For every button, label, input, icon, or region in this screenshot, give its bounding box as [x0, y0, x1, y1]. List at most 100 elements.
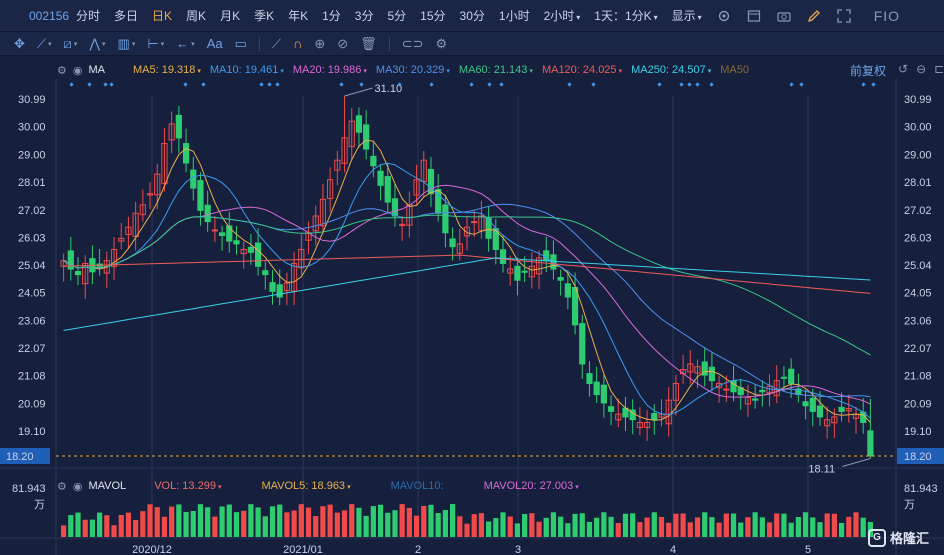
eye-icon[interactable]: ◉	[72, 480, 83, 493]
volume-bar	[68, 515, 74, 537]
mavol-label: MAVOL	[88, 480, 127, 492]
ma-legend-item: MA5: 19.318 ▾	[133, 64, 201, 76]
volume-bar	[810, 517, 816, 537]
volume-bar	[104, 515, 110, 537]
gear-icon[interactable]	[716, 8, 732, 24]
period-tab[interactable]: 季K	[254, 9, 275, 23]
volume-bar	[594, 517, 600, 537]
hide-icon[interactable]: ⊘	[337, 35, 349, 51]
price-tick-left: 30.99	[18, 94, 46, 106]
pencil-icon[interactable]	[806, 8, 822, 24]
arrow-tool-icon[interactable]: ← ▾	[176, 36, 195, 51]
price-tick-right: 28.01	[904, 177, 932, 189]
ruler-icon[interactable]: ⟋	[271, 35, 281, 51]
chevron-down-icon[interactable]: ▾	[280, 68, 284, 75]
channel-tool-icon[interactable]: ⧄ ▾	[63, 35, 78, 51]
fio-toggle[interactable]: FIO	[873, 7, 901, 24]
candle-body	[370, 155, 377, 167]
ma-legend-text: MA10: 19.461	[209, 64, 279, 76]
period-tab[interactable]: 2小时 ▾	[543, 9, 581, 23]
period-tab[interactable]: 月K	[220, 9, 241, 23]
candle-body	[528, 265, 535, 278]
low-marker: 18.11	[808, 464, 835, 476]
candle-body	[824, 419, 831, 427]
fullscreen-icon[interactable]	[836, 8, 852, 24]
toolbar-divider	[258, 36, 260, 51]
period-tab[interactable]: 年K	[288, 9, 309, 23]
period-tab[interactable]: 多日	[114, 9, 139, 23]
event-marker	[679, 82, 684, 87]
undo-icon[interactable]: ↺	[898, 62, 909, 76]
chevron-down-icon[interactable]: ▾	[363, 68, 367, 75]
period-tab[interactable]: 周K	[186, 9, 207, 23]
trash-icon[interactable]: 🗑	[360, 35, 377, 51]
crosshair-icon[interactable]: ✥	[14, 35, 25, 51]
price-chart[interactable]: 30.99 30.99 30.00 30.00 29.00 29.00 28.01 28.01…	[0, 56, 944, 555]
gear-icon[interactable]: ⚙	[57, 480, 67, 493]
stock-code[interactable]: 002156	[29, 8, 70, 23]
chevron-down-icon[interactable]: ▾	[197, 68, 201, 75]
price-tick-left: 25.04	[18, 260, 46, 272]
chevron-down-icon[interactable]: ▾	[618, 68, 623, 75]
volume-bar	[82, 519, 88, 537]
collapse-icon[interactable]: ⊏	[934, 62, 944, 76]
event-marker	[789, 82, 794, 87]
event-marker	[267, 82, 272, 87]
magnet-icon[interactable]: ∩	[293, 36, 303, 51]
settings-icon[interactable]: ⚙	[435, 35, 448, 51]
period-tab[interactable]: 日K	[152, 9, 173, 23]
note-tool-icon[interactable]: ▭	[234, 35, 247, 51]
price-tick-left: 26.03	[18, 232, 46, 244]
volume-bar	[766, 522, 773, 537]
volume-bar	[449, 504, 456, 537]
volume-bar	[111, 525, 117, 537]
chevron-down-icon[interactable]: ▾	[575, 484, 579, 491]
eye-icon[interactable]: ◉	[72, 64, 83, 77]
period-tab[interactable]: 30分	[459, 9, 485, 23]
chevron-down-icon[interactable]: ▾	[446, 68, 450, 75]
event-marker	[687, 82, 692, 87]
volume-bar	[277, 504, 283, 537]
period-tab[interactable]: 1天：1分K ▾	[594, 9, 658, 23]
volume-bar	[680, 513, 686, 537]
candle-body	[586, 373, 593, 384]
price-tick-right: 21.08	[904, 371, 932, 383]
camera-icon[interactable]	[776, 8, 792, 24]
candle-body	[499, 249, 507, 264]
period-tab[interactable]: 1分	[322, 9, 341, 23]
event-marker	[183, 82, 188, 87]
candle-body	[463, 226, 471, 237]
candle-body	[788, 368, 795, 384]
chevron-down-icon[interactable]: ▾	[707, 68, 712, 75]
candle-body	[636, 422, 643, 428]
volume-bar	[802, 512, 809, 537]
period-tab[interactable]: 3分	[354, 9, 374, 23]
minus-icon[interactable]: ⊖	[916, 62, 927, 76]
period-tab[interactable]: 15分	[420, 9, 446, 23]
vol-legend-item: MAVOL20: 27.003 ▾	[484, 480, 579, 492]
wave-tool-icon[interactable]: ⋀ ▾	[89, 35, 106, 51]
window-icon[interactable]	[746, 8, 762, 24]
period-tab[interactable]: 1小时	[498, 9, 530, 23]
ma10-line	[63, 162, 871, 419]
chevron-down-icon[interactable]: ▾	[217, 484, 222, 491]
period-tab[interactable]: 5分	[387, 9, 407, 23]
line-tool-icon[interactable]: ⟋ ▾	[36, 35, 52, 51]
ma-legend-item: MA20: 19.986 ▾	[293, 64, 367, 76]
adjust-button[interactable]: 前复权	[850, 64, 887, 78]
measure-tool-icon[interactable]: ⊢ ▾	[147, 35, 165, 51]
fib-tool-icon[interactable]: ▥ ▾	[117, 35, 136, 51]
ma-legend-text: MA120: 24.025	[541, 64, 617, 76]
text-tool[interactable]: Aa	[206, 36, 223, 51]
ma-legend-text: MA250: 24.507	[631, 64, 706, 76]
period-tab[interactable]: 分时	[76, 9, 101, 23]
gear-icon[interactable]: ⚙	[57, 64, 67, 77]
candle-body	[334, 159, 341, 171]
price-tick-left: 19.10	[18, 426, 46, 438]
link-icon[interactable]: ⊕	[314, 35, 326, 51]
chevron-down-icon[interactable]: ▾	[529, 68, 533, 75]
chevron-down-icon[interactable]: ▾	[347, 484, 351, 491]
period-tab[interactable]: 显示 ▾	[671, 9, 702, 23]
volume-bar	[212, 516, 218, 537]
visibility-icon[interactable]: ⊂⊃	[401, 35, 424, 51]
